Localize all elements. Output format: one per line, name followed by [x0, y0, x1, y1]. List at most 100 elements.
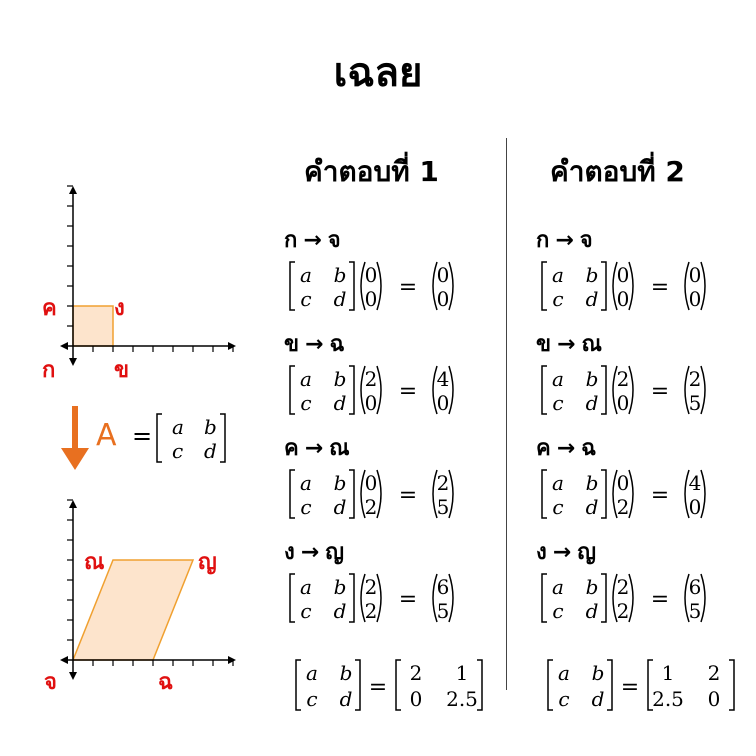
equals-sign: = — [369, 675, 387, 700]
input-vector-entry: 0 — [617, 391, 630, 415]
mapping-label: ง → ญ — [284, 534, 344, 569]
input-vector-entry: 0 — [365, 471, 378, 495]
mapping-from: ค — [284, 436, 299, 461]
mapping-from: ข — [536, 332, 552, 357]
label-cho-chan: จ — [44, 670, 57, 695]
right-arrow-icon: → — [305, 332, 324, 357]
matrix-c: c — [172, 439, 183, 463]
output-vector-entry: 4 — [689, 471, 702, 495]
matrix-entry: d — [586, 495, 599, 519]
equals-sign: = — [651, 379, 669, 404]
equals-sign: = — [399, 587, 417, 612]
output-vector-entry: 5 — [689, 599, 702, 623]
answer-1-header: คำตอบที่ 1 — [304, 155, 439, 188]
mapping-equation: a bc d02 = 40 — [541, 469, 706, 519]
y-axis-arrow-icon — [69, 500, 77, 508]
matrix-entry: c — [300, 599, 311, 623]
matrix-entry: b — [334, 575, 347, 599]
mapping-label: ก → จ — [284, 222, 341, 257]
original-square — [72, 305, 114, 347]
matrix-label: A — [96, 418, 117, 453]
output-vector-entry: 6 — [689, 575, 702, 599]
result-entry: 0 — [708, 687, 721, 711]
y-axis-arrow-down-icon — [69, 672, 77, 680]
result-entry: 2.5 — [652, 687, 684, 711]
matrix-entry: d — [334, 599, 347, 623]
mapping-equation: a bc d20 = 40 — [289, 365, 454, 415]
matrix-entry: c — [552, 495, 563, 519]
matrix-entry: c — [552, 287, 563, 311]
matrix-entry: b — [592, 661, 605, 685]
output-vector-entry: 5 — [437, 495, 450, 519]
matrix-b: b — [204, 415, 217, 439]
output-vector-entry: 5 — [437, 599, 450, 623]
matrix-entry: d — [586, 287, 599, 311]
input-vector-entry: 2 — [617, 367, 630, 391]
output-vector-entry: 0 — [437, 287, 450, 311]
mapping-label: ข → ฉ — [284, 326, 344, 361]
matrix-entry: c — [552, 391, 563, 415]
equals-sign: = — [399, 275, 417, 300]
matrix-entry: a — [300, 575, 312, 599]
matrix-a-symbols: a b c d — [156, 413, 226, 463]
matrix-entry: a — [300, 471, 312, 495]
matrix-entry: b — [586, 367, 599, 391]
input-vector-entry: 2 — [617, 495, 630, 519]
mapping-from: ก — [284, 228, 298, 253]
matrix-a: a — [172, 415, 184, 439]
label-ngo-ngu: ง — [114, 296, 125, 321]
answer-2-header: คำตอบที่ 2 — [550, 155, 685, 188]
matrix-entry: d — [334, 287, 347, 311]
matrix-entry: a — [300, 263, 312, 287]
input-vector-entry: 2 — [617, 575, 630, 599]
matrix-entry: a — [552, 367, 564, 391]
equals-sign: = — [651, 275, 669, 300]
mapping-label: ค → ฉ — [536, 430, 596, 465]
result-entry: 1 — [662, 661, 675, 685]
matrix-entry: a — [306, 661, 318, 685]
x-axis-arrow-left-icon — [60, 656, 68, 664]
matrix-entry: d — [586, 599, 599, 623]
mapping-to: ญ — [325, 540, 344, 565]
matrix-entry: a — [552, 575, 564, 599]
mapping-to: จ — [327, 228, 341, 253]
matrix-entry: d — [334, 391, 347, 415]
mapping-label: ค → ณ — [284, 430, 350, 465]
matrix-entry: b — [334, 367, 347, 391]
matrix-entry: c — [300, 391, 311, 415]
right-arrow-icon: → — [552, 540, 572, 565]
transformed-graph — [60, 499, 236, 680]
right-arrow-icon: → — [300, 540, 320, 565]
input-vector-entry: 0 — [617, 471, 630, 495]
matrix-entry: c — [300, 495, 311, 519]
input-vector-entry: 2 — [365, 599, 378, 623]
matrix-entry: b — [586, 575, 599, 599]
matrix-entry: d — [340, 687, 353, 711]
axis-ticks — [67, 499, 234, 666]
input-vector-entry: 2 — [617, 599, 630, 623]
axis-ticks — [67, 185, 234, 352]
output-vector-entry: 4 — [437, 367, 450, 391]
right-arrow-icon: → — [304, 436, 324, 461]
label-no-nen: ณ — [84, 550, 105, 575]
mapping-from: ข — [284, 332, 300, 357]
y-axis-arrow-down-icon — [69, 358, 77, 366]
matrix-entry: b — [334, 263, 347, 287]
right-arrow-icon: → — [555, 228, 574, 253]
input-vector-entry: 0 — [365, 263, 378, 287]
input-vector-entry: 2 — [365, 367, 378, 391]
mapping-to: จ — [579, 228, 593, 253]
mapping-equation: a bc d22 = 65 — [541, 573, 706, 623]
label-k-kho-khwai: ค — [42, 296, 57, 321]
equals-sign: = — [132, 422, 153, 450]
output-vector-entry: 2 — [689, 367, 702, 391]
mapping-to: ญ — [577, 540, 596, 565]
right-arrow-icon: → — [556, 436, 576, 461]
result-matrix: a bc d = 1 2 2.5 0 — [547, 659, 735, 711]
original-square-graph — [60, 185, 236, 366]
page-title: เฉลย — [333, 50, 423, 96]
mapping-label: ข → ณ — [536, 326, 602, 361]
y-axis-arrow-icon — [69, 186, 77, 194]
output-vector-entry: 0 — [689, 263, 702, 287]
matrix-entry: b — [334, 471, 347, 495]
